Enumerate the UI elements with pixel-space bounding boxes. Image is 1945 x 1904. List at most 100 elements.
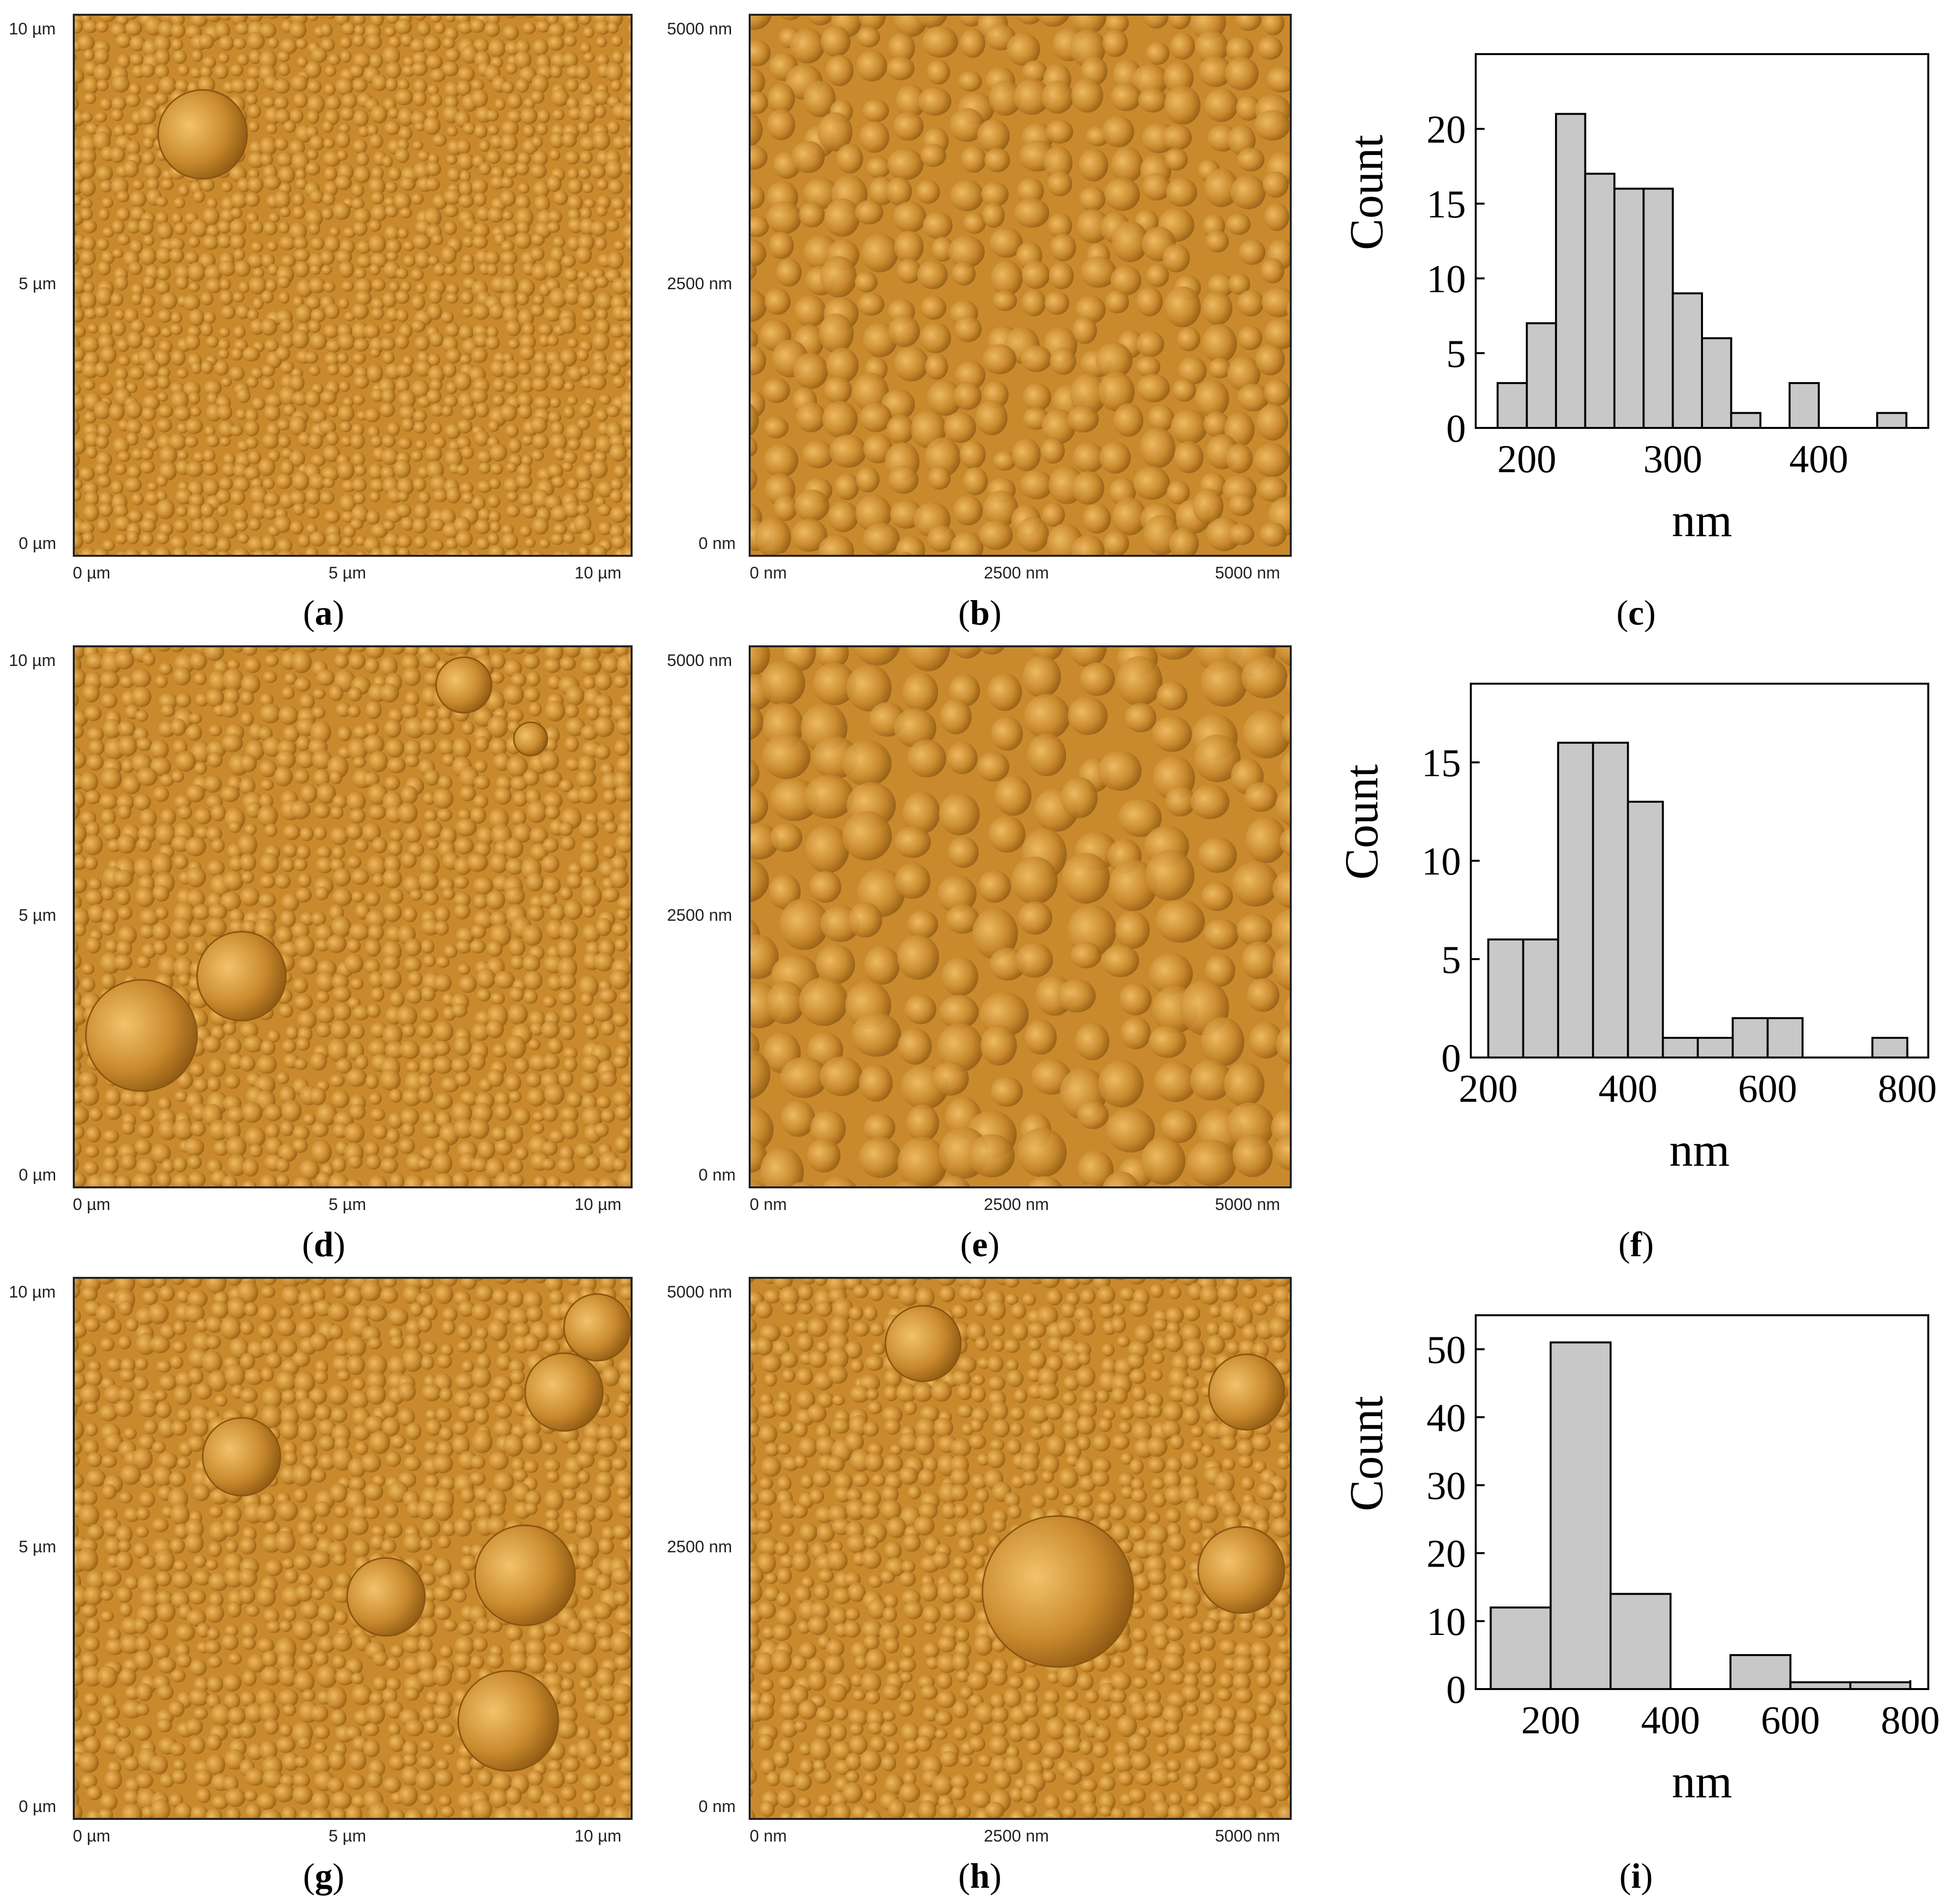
afm-h-y-tick-mid: 2500 nm — [667, 1538, 732, 1556]
afm-texture — [751, 647, 1290, 1186]
histogram-i-xtick-label: 600 — [1761, 1699, 1820, 1742]
afm-image-b — [749, 14, 1292, 557]
afm-b-y-tick-mid: 2500 nm — [667, 274, 732, 293]
histogram-c-ytick-label: 5 — [1446, 332, 1466, 376]
afm-g-y-tick-top: 10 µm — [9, 1283, 56, 1301]
afm-b-x-tick-mid: 2500 nm — [984, 564, 1049, 582]
histogram-i-ylabel: Count — [1340, 1396, 1393, 1511]
histogram-f-frame — [1470, 683, 1929, 1058]
afm-e-y-tick-top: 5000 nm — [667, 651, 732, 670]
histogram-c-ytick-label: 15 — [1427, 183, 1466, 226]
histogram-f-ytick-label: 5 — [1441, 938, 1461, 982]
histogram-f-ytick-label: 0 — [1441, 1037, 1461, 1080]
histogram-f-bar-5 — [1662, 1037, 1699, 1058]
caption-f: (f) — [1618, 1225, 1654, 1264]
histogram-f-xtick-label: 200 — [1459, 1067, 1518, 1111]
afm-a-x-tick-left: 0 µm — [73, 564, 111, 582]
histogram-i-bar-0 — [1489, 1606, 1552, 1691]
histogram-c-bar-8 — [1730, 412, 1762, 429]
afm-texture — [75, 1279, 631, 1818]
afm-texture — [75, 16, 631, 555]
afm-texture — [75, 647, 631, 1186]
afm-texture — [751, 16, 1290, 555]
afm-a-y-tick-top: 10 µm — [9, 20, 56, 38]
caption-d: (d) — [302, 1225, 345, 1264]
histogram-i-ytick-label: 10 — [1427, 1601, 1466, 1644]
histogram-f-bar-6 — [1697, 1037, 1734, 1058]
afm-image-a — [73, 14, 633, 557]
afm-a-x-tick-mid: 5 µm — [329, 564, 366, 582]
afm-g-x-tick-right: 10 µm — [575, 1827, 622, 1845]
afm-e-x-tick-right: 5000 nm — [1215, 1195, 1280, 1214]
histogram-i: 200 400 600 800 0 10 20 30 40 50 nm Count — [1340, 1314, 1940, 1808]
afm-h-x-tick-left: 0 nm — [750, 1827, 787, 1845]
afm-d-y-tick-mid: 5 µm — [19, 906, 57, 925]
histogram-f-bar-11 — [1871, 1037, 1909, 1058]
afm-d-x-tick-mid: 5 µm — [329, 1195, 366, 1214]
histogram-i-ytick-label: 40 — [1427, 1396, 1466, 1440]
histogram-f-xtick-label: 400 — [1598, 1067, 1657, 1111]
histogram-f-ytick-label: 10 — [1422, 840, 1461, 883]
histogram-f-bar-4 — [1627, 801, 1664, 1058]
histogram-f: 200 400 600 800 0 5 10 15 nm Count — [1335, 683, 1937, 1176]
histogram-i-ytick-label: 30 — [1427, 1464, 1466, 1508]
histogram-c-bar-5 — [1642, 187, 1674, 429]
histogram-c-ytick-label: 20 — [1427, 108, 1466, 151]
histogram-i-bar-5 — [1789, 1681, 1852, 1691]
histogram-f-ylabel: Count — [1335, 764, 1388, 880]
histogram-c-bar-1 — [1525, 322, 1557, 429]
afm-h-x-tick-mid: 2500 nm — [984, 1827, 1049, 1845]
afm-a-y-tick-bottom: 0 µm — [19, 534, 57, 553]
afm-g-y-tick-mid: 5 µm — [19, 1538, 57, 1556]
histogram-c-bar-3 — [1584, 173, 1615, 429]
afm-b-y-tick-top: 5000 nm — [667, 20, 732, 38]
histogram-f-bar-3 — [1592, 742, 1629, 1058]
afm-b-x-tick-right: 5000 nm — [1215, 564, 1280, 582]
histogram-i-xtick-label: 200 — [1521, 1699, 1580, 1742]
afm-h-y-tick-top: 5000 nm — [667, 1283, 732, 1301]
caption-b: (b) — [958, 593, 1002, 633]
histogram-i-xtick-label: 800 — [1881, 1699, 1940, 1742]
caption-h: (h) — [958, 1856, 1002, 1896]
histogram-i-bar-1 — [1550, 1341, 1612, 1690]
histogram-c-bar-10 — [1789, 382, 1820, 429]
afm-d-x-tick-right: 10 µm — [575, 1195, 622, 1214]
caption-c: (c) — [1616, 593, 1656, 633]
histogram-i-ytick-label: 50 — [1427, 1329, 1466, 1372]
histogram-c-xtick-label: 200 — [1497, 438, 1556, 481]
afm-e-x-tick-left: 0 nm — [750, 1195, 787, 1214]
afm-g-x-tick-left: 0 µm — [73, 1827, 111, 1845]
histogram-f-bar-7 — [1732, 1017, 1769, 1058]
histogram-c-ylabel: Count — [1340, 135, 1393, 250]
histogram-i-bar-2 — [1610, 1593, 1672, 1690]
caption-g: (g) — [303, 1856, 344, 1896]
histogram-f-bar-2 — [1557, 742, 1594, 1058]
afm-image-g — [73, 1277, 633, 1820]
histogram-c-xtick-label: 400 — [1789, 438, 1848, 481]
afm-e-x-tick-mid: 2500 nm — [984, 1195, 1049, 1214]
histogram-f-bar-0 — [1487, 938, 1524, 1058]
histogram-f-bar-1 — [1522, 938, 1559, 1058]
histogram-i-bar-4 — [1729, 1654, 1792, 1691]
afm-a-y-tick-mid: 5 µm — [19, 274, 57, 293]
histogram-i-bar-6 — [1849, 1681, 1912, 1691]
afm-b-x-tick-left: 0 nm — [750, 564, 787, 582]
afm-texture — [751, 1279, 1290, 1818]
histogram-c-ytick-label: 0 — [1446, 407, 1466, 451]
afm-d-x-tick-left: 0 µm — [73, 1195, 111, 1214]
afm-g-x-tick-mid: 5 µm — [329, 1827, 366, 1845]
histogram-i-ytick-label: 0 — [1446, 1668, 1466, 1712]
caption-i: (i) — [1619, 1856, 1653, 1896]
afm-g-y-tick-bottom: 0 µm — [19, 1797, 57, 1816]
afm-d-y-tick-top: 10 µm — [9, 651, 56, 670]
histogram-c-xtick-label: 300 — [1643, 438, 1702, 481]
caption-a: (a) — [303, 593, 344, 633]
afm-e-y-tick-bottom: 0 nm — [699, 1166, 736, 1184]
afm-b-y-tick-bottom: 0 nm — [699, 534, 736, 553]
histogram-c-bar-7 — [1701, 337, 1732, 429]
histogram-c-bar-2 — [1555, 113, 1586, 429]
afm-image-d — [73, 645, 633, 1188]
histogram-c-frame — [1475, 53, 1929, 429]
afm-h-y-tick-bottom: 0 nm — [699, 1797, 736, 1816]
